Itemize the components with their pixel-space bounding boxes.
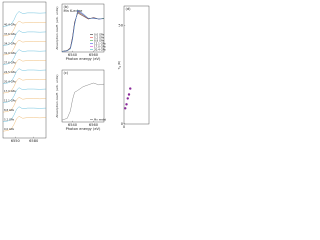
spectrum-line — [2, 49, 47, 65]
x-tick-label: 6580 — [29, 139, 39, 143]
panel-label: (d) — [126, 7, 132, 11]
curve-label: 37.6 GPa — [4, 32, 16, 36]
x-tick-label: 6540 — [68, 123, 78, 127]
data-point — [126, 97, 129, 100]
legend-label: 12.1 GPa — [94, 42, 106, 46]
curve-label: 20.4 GPa — [4, 80, 16, 84]
y-axis-label-subscript: N — [118, 65, 121, 67]
spectrum-line — [2, 58, 47, 75]
curve-label: 8.8 GPa — [4, 108, 14, 112]
y-axis-label-text: Absorption coeff. (arb. units) — [55, 6, 59, 49]
legend-label: 0.0 GPa — [94, 33, 104, 37]
y-tick-label: 50 — [118, 24, 123, 28]
x-axis-label: Photon energy (eV) — [66, 57, 101, 61]
spectrum-line — [2, 106, 47, 122]
spectrum-line — [2, 20, 47, 37]
spectrum-line — [2, 96, 47, 113]
curve-label: 24.5 GPa — [4, 70, 16, 74]
y-axis-label-unit: (K) — [117, 61, 121, 65]
plot-frame — [61, 3, 105, 53]
legend-label: 20.4 GPa — [94, 48, 106, 52]
y-axis-label: TN(K) — [117, 61, 121, 71]
plot-frame — [123, 5, 150, 125]
legend-label: 8.8 GPa — [94, 39, 104, 43]
x-axis-label: Photon energy (eV) — [66, 127, 101, 131]
spectrum-line — [2, 77, 47, 94]
curve-label: 12.1 GPa — [4, 99, 16, 103]
spectrum-line — [2, 68, 47, 84]
spectrum-line — [2, 11, 47, 27]
spectrum-line — [61, 82, 105, 121]
spectrum-line — [2, 87, 47, 103]
panel-label: (c) — [64, 71, 69, 75]
data-point — [127, 93, 131, 96]
curve-label: 17.0 GPa — [4, 89, 16, 93]
spectrum-line — [61, 9, 105, 52]
curve-label: 5.2 GPa — [4, 118, 14, 122]
y-tick-label: 0 — [121, 122, 124, 126]
y-axis-label-text: Absorption coeff. (arb. units) — [55, 74, 59, 117]
page: {"chart_data":[ {"type":"line","label_mo… — [2, 1, 150, 143]
x-tick-label: 6560 — [89, 123, 99, 127]
spectrum-line — [2, 116, 47, 132]
curve-label: 34.2 GPa — [4, 42, 16, 46]
data-point — [129, 87, 132, 90]
legend-label: 5.2 GPa — [94, 36, 104, 40]
data-point — [125, 103, 128, 106]
y-axis-label: Absorption coeff. (arb. units) — [55, 6, 59, 49]
x-tick-label: 6560 — [89, 53, 99, 57]
spectrum-line — [2, 30, 47, 46]
curve-label: 31.0 GPa — [4, 51, 16, 55]
plot-frame — [2, 1, 47, 139]
x-tick-label: 0 — [123, 125, 126, 129]
x-tick-label: 6550 — [11, 139, 21, 143]
legend-label: 17.0 GPa — [94, 45, 106, 49]
spectrum-line — [2, 39, 47, 56]
legend-label: Mn metal — [94, 118, 106, 122]
curve-label: 40.4 GPa — [4, 22, 16, 26]
annotation: Mn K-edge — [64, 9, 84, 13]
y-axis-label-text: T — [117, 67, 121, 70]
curve-label: 27.6 GPa — [4, 61, 16, 65]
curve-label: 0.0 GPa — [4, 127, 14, 131]
x-tick-label: 6540 — [68, 53, 78, 57]
data-point — [124, 107, 127, 110]
panel-label: (b) — [64, 5, 70, 9]
plot-frame — [61, 69, 105, 123]
y-axis-label: Absorption coeff. (arb. units) — [55, 74, 59, 117]
